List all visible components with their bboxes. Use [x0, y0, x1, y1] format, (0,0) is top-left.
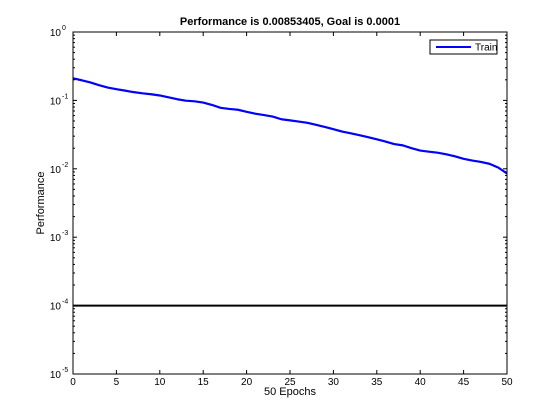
- legend-label-train: Train: [475, 43, 497, 54]
- y-tick-label-base: 10: [50, 233, 62, 244]
- x-tick-label: 5: [114, 377, 120, 388]
- y-tick-label-group: 10 -3: [50, 230, 68, 244]
- y-tick-label-group: 10 -2: [50, 162, 68, 176]
- x-axis-label: 50 Epochs: [264, 386, 316, 398]
- y-tick-label-base: 10: [50, 28, 62, 39]
- series-line-train: [72, 77, 508, 175]
- y-axis-label: Performance: [35, 172, 47, 235]
- y-tick-label-exponent: -5: [62, 367, 68, 374]
- y-tick-label-group: 10 -4: [50, 299, 68, 313]
- legend: Train: [429, 39, 498, 55]
- plot-area: [73, 32, 507, 374]
- x-tick-label: 35: [371, 377, 383, 388]
- x-tick-label: 10: [154, 377, 166, 388]
- y-tick-label-exponent: -3: [62, 230, 68, 237]
- y-tick-label-group: 10 -1: [50, 93, 68, 107]
- y-tick-label-exponent: -2: [62, 162, 68, 169]
- chart-title: Performance is 0.00853405, Goal is 0.000…: [180, 16, 400, 28]
- y-tick-label-exponent: 0: [62, 25, 66, 32]
- y-tick-label-exponent: -1: [62, 93, 68, 100]
- y-tick-label-base: 10: [50, 302, 62, 313]
- y-tick-label-group: 10 0: [50, 25, 66, 39]
- x-tick-label: 15: [198, 377, 210, 388]
- x-tick-label: 50: [501, 377, 513, 388]
- x-tick-label: 0: [70, 377, 76, 388]
- x-tick-label: 30: [328, 377, 340, 388]
- y-tick-label-base: 10: [50, 165, 62, 176]
- y-tick-label-group: 10 -5: [50, 367, 68, 381]
- series-layer: [72, 77, 508, 307]
- x-tick-label: 25: [284, 377, 296, 388]
- y-tick-label-base: 10: [50, 96, 62, 107]
- y-tick-label-base: 10: [50, 370, 62, 381]
- x-tick-label: 40: [415, 377, 427, 388]
- x-tick-label: 45: [458, 377, 470, 388]
- y-tick-label-exponent: -4: [62, 299, 68, 306]
- x-tick-label: 20: [241, 377, 253, 388]
